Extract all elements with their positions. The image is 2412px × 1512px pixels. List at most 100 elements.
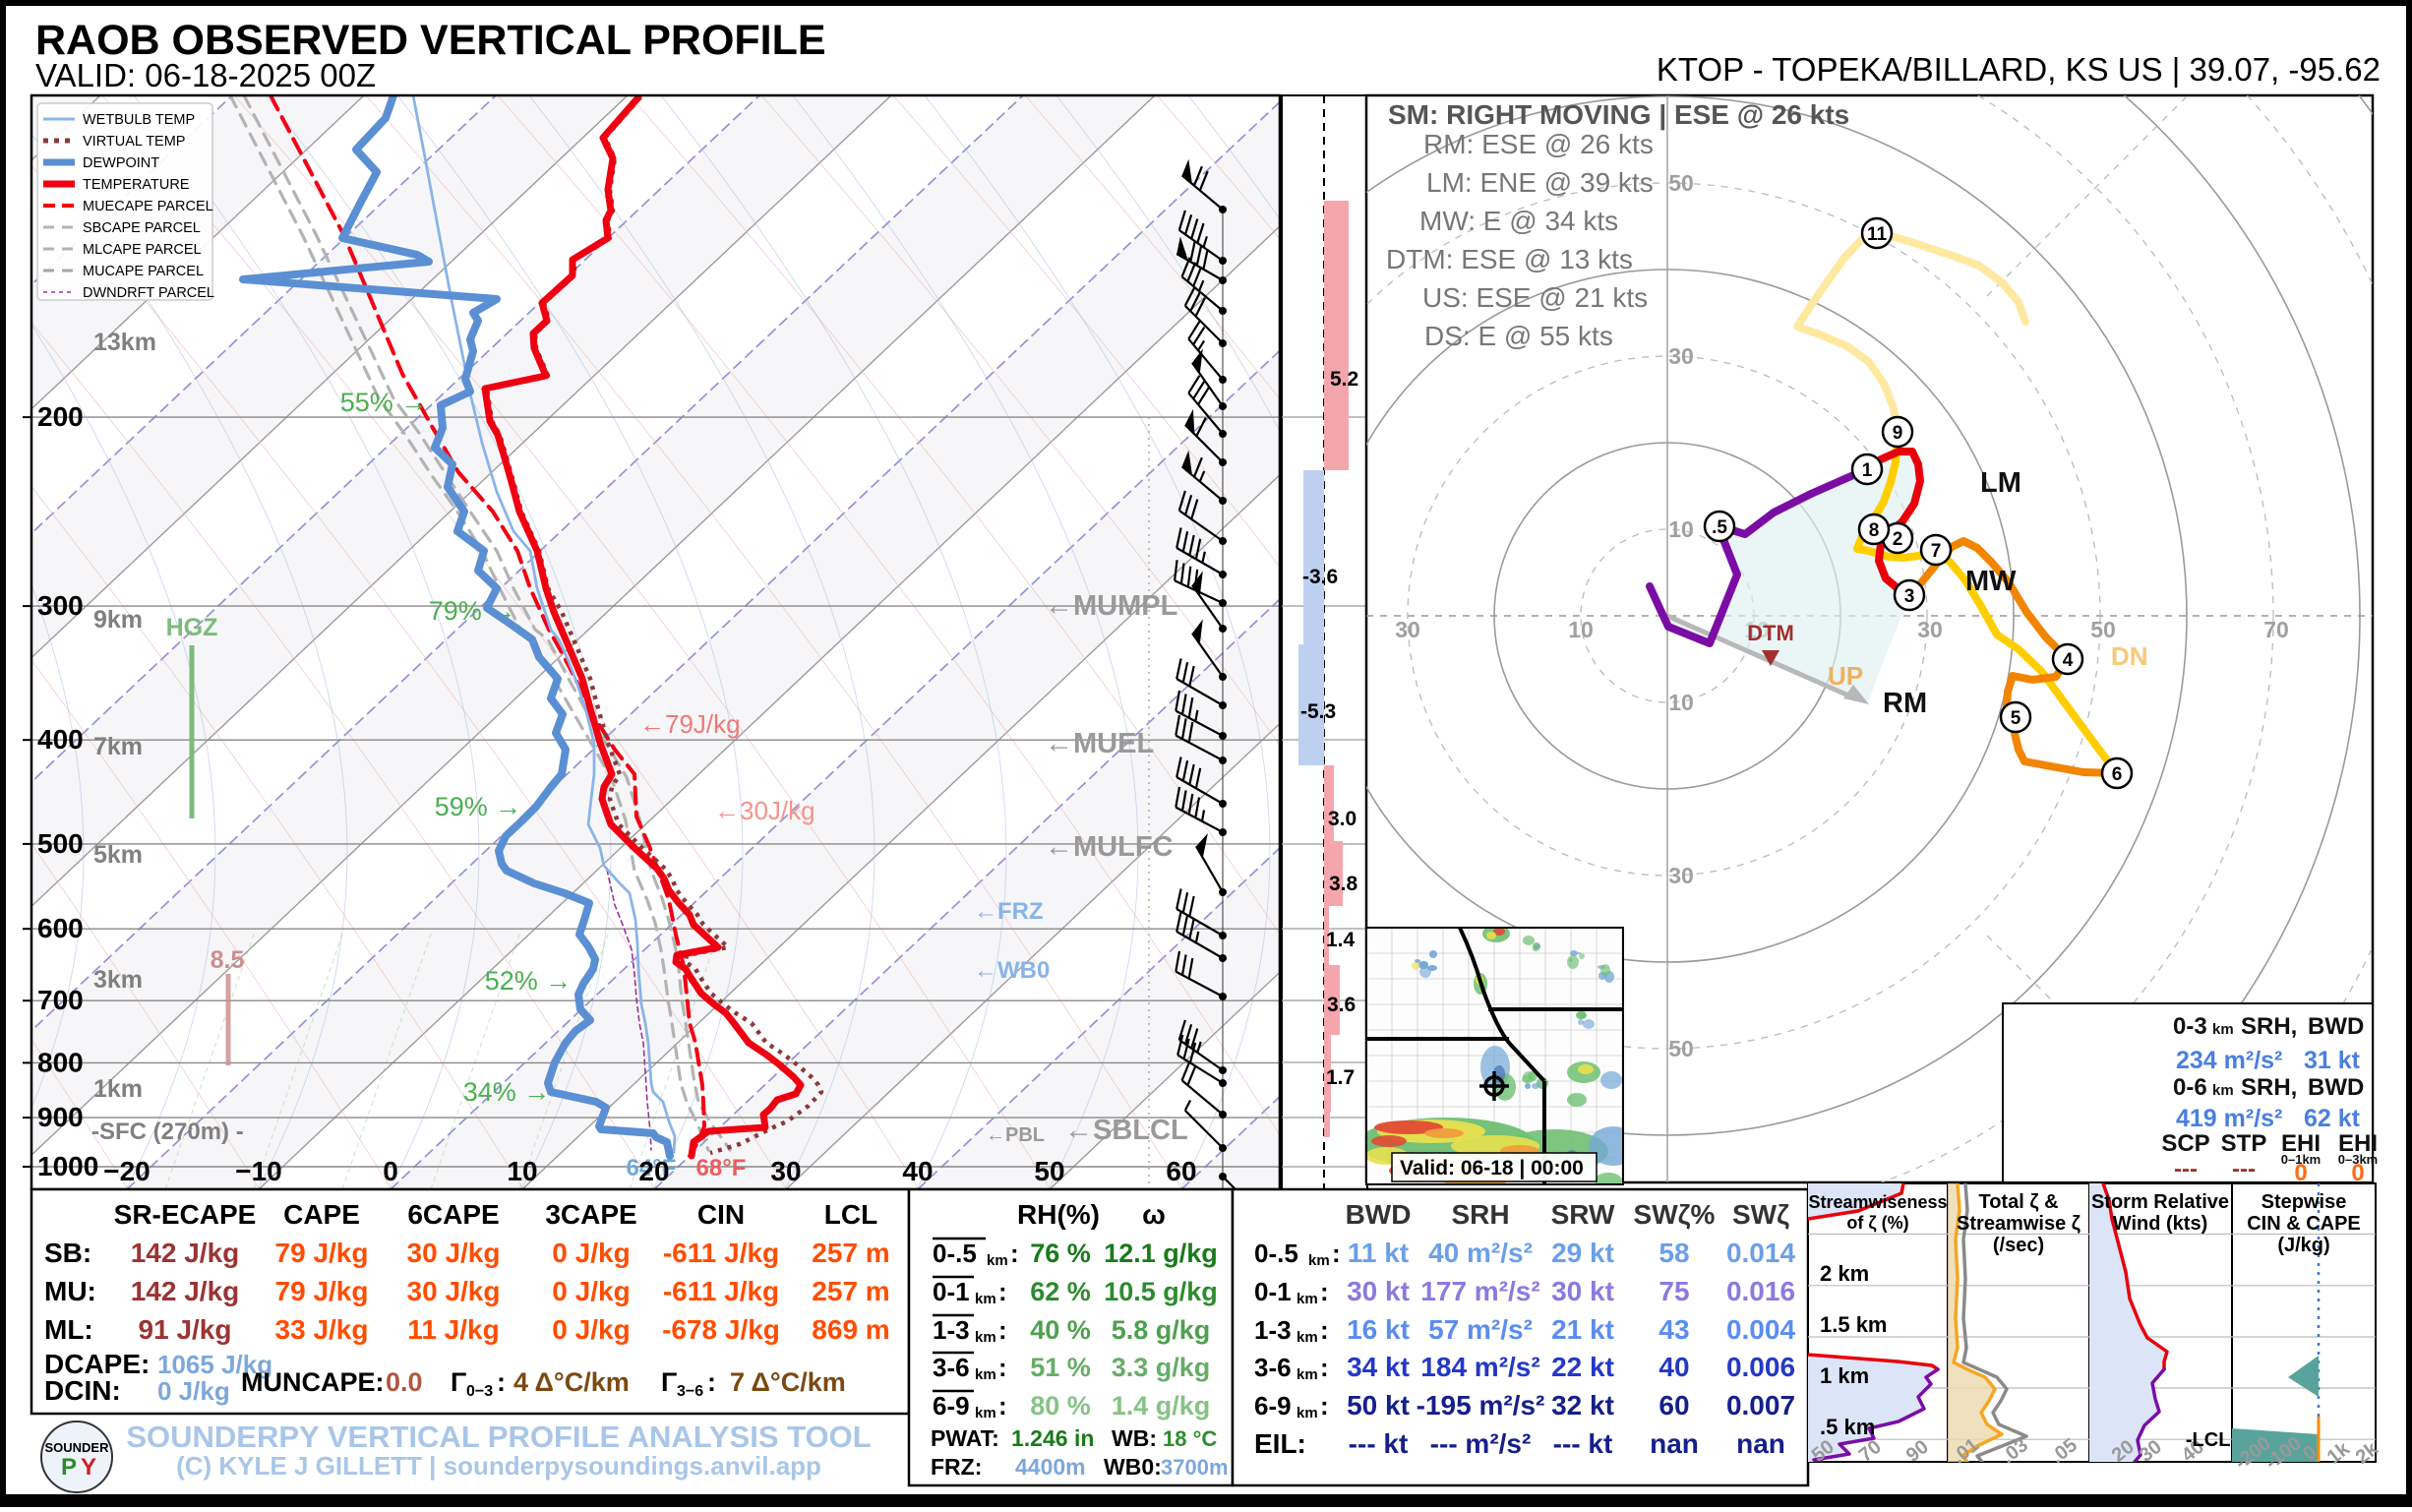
svg-text:-LCL-: -LCL-	[2186, 1429, 2237, 1451]
svg-text:DTM: DTM	[1747, 621, 1794, 645]
svg-text:MLCAPE PARCEL: MLCAPE PARCEL	[83, 242, 202, 258]
svg-text:-611 J/kg: -611 J/kg	[663, 1276, 779, 1306]
svg-text:600: 600	[37, 913, 84, 943]
svg-text::: :	[1320, 1277, 1329, 1306]
svg-text:←MUEL: ←MUEL	[1045, 728, 1154, 759]
svg-text:1.4: 1.4	[1326, 929, 1356, 951]
svg-text:SRH,: SRH,	[2241, 1013, 2297, 1040]
svg-text:0: 0	[2351, 1160, 2364, 1186]
svg-text:Y: Y	[81, 1454, 96, 1481]
svg-text:3−6: 3−6	[677, 1383, 703, 1400]
svg-text:WB:: WB:	[1112, 1425, 1157, 1451]
svg-text:ML:: ML:	[44, 1314, 93, 1345]
svg-text:US: ESE @ 21 kts: US: ESE @ 21 kts	[1422, 282, 1648, 313]
svg-text:CIN & CAPE: CIN & CAPE	[2247, 1213, 2361, 1235]
svg-text:RAOB OBSERVED VERTICAL PROFILE: RAOB OBSERVED VERTICAL PROFILE	[35, 17, 826, 64]
svg-text:6CAPE: 6CAPE	[407, 1199, 499, 1230]
svg-text:(J/kg): (J/kg)	[2277, 1235, 2329, 1256]
svg-text:1000: 1000	[37, 1151, 98, 1181]
svg-text:0.0: 0.0	[386, 1367, 423, 1397]
svg-text:0-1: 0-1	[1254, 1277, 1292, 1306]
svg-text:km: km	[1296, 1291, 1318, 1307]
svg-text:3CAPE: 3CAPE	[545, 1199, 636, 1230]
svg-text:Storm Relative: Storm Relative	[2091, 1191, 2229, 1213]
svg-text:SRH: SRH	[1451, 1199, 1509, 1230]
svg-text:75: 75	[1658, 1276, 1689, 1306]
svg-text:SRW: SRW	[1551, 1199, 1615, 1230]
svg-text:STP: STP	[2221, 1130, 2267, 1157]
svg-text:-SFC (270m) -: -SFC (270m) -	[91, 1119, 244, 1145]
svg-text:Stepwise: Stepwise	[2261, 1191, 2347, 1213]
svg-text:30 kt: 30 kt	[1551, 1276, 1614, 1306]
svg-text:4400m: 4400m	[1015, 1454, 1086, 1480]
svg-text:31 kt: 31 kt	[2304, 1047, 2361, 1074]
svg-text:VIRTUAL TEMP: VIRTUAL TEMP	[83, 134, 185, 150]
svg-text:DS: E @ 55 kts: DS: E @ 55 kts	[1424, 321, 1613, 351]
svg-text:←MUMPL: ←MUMPL	[1045, 590, 1177, 622]
svg-text:0–1km: 0–1km	[2281, 1152, 2321, 1167]
svg-text:0.014: 0.014	[1726, 1238, 1795, 1268]
svg-text:32 kt: 32 kt	[1551, 1390, 1614, 1421]
svg-text:--- kt: --- kt	[1349, 1428, 1409, 1459]
svg-text:6-9: 6-9	[933, 1391, 970, 1421]
svg-text:-5.3: -5.3	[1300, 700, 1336, 723]
svg-text:300: 300	[37, 590, 84, 621]
svg-text:91 J/kg: 91 J/kg	[139, 1314, 232, 1345]
svg-text:---: ---	[2232, 1156, 2256, 1182]
svg-text:3.3 g/kg: 3.3 g/kg	[1112, 1353, 1211, 1382]
svg-text:52% →: 52% →	[485, 966, 573, 996]
svg-text:km: km	[1296, 1366, 1318, 1383]
svg-text:2 km: 2 km	[1820, 1261, 1869, 1286]
svg-text:0.007: 0.007	[1726, 1390, 1795, 1421]
svg-text:3.6: 3.6	[1327, 994, 1356, 1016]
svg-text:DCIN:: DCIN:	[44, 1375, 121, 1406]
svg-text:34 kt: 34 kt	[1347, 1352, 1410, 1382]
svg-text:BWD: BWD	[2308, 1013, 2364, 1040]
svg-text:7km: 7km	[93, 733, 143, 760]
svg-text:40 %: 40 %	[1030, 1315, 1091, 1345]
svg-text:62 %: 62 %	[1030, 1277, 1091, 1306]
svg-text:1-3: 1-3	[1254, 1315, 1292, 1345]
svg-text:30 J/kg: 30 J/kg	[407, 1276, 501, 1306]
svg-text:9km: 9km	[93, 606, 143, 634]
svg-text:SBCAPE PARCEL: SBCAPE PARCEL	[83, 220, 201, 236]
svg-text:km: km	[1296, 1405, 1318, 1421]
svg-text:BWD: BWD	[1346, 1199, 1412, 1230]
svg-text:(C) KYLE J GILLETT | sounderpy: (C) KYLE J GILLETT | sounderpysoundings.…	[176, 1451, 821, 1481]
svg-text:3km: 3km	[93, 966, 143, 994]
svg-text:0: 0	[2294, 1160, 2307, 1186]
svg-text:3700m: 3700m	[1161, 1455, 1229, 1480]
svg-text:WB0:: WB0:	[1104, 1454, 1162, 1480]
svg-text:-3.6: -3.6	[1302, 566, 1338, 588]
svg-text::: :	[998, 1353, 1007, 1382]
svg-text:22 kt: 22 kt	[1551, 1352, 1614, 1382]
svg-text:0–3km: 0–3km	[2338, 1152, 2378, 1167]
svg-text:1km: 1km	[93, 1075, 143, 1103]
svg-text:30: 30	[770, 1156, 801, 1186]
svg-text:LM: LM	[1980, 467, 2021, 499]
svg-text:1-3: 1-3	[933, 1315, 970, 1345]
svg-text:70: 70	[2263, 617, 2289, 642]
svg-text:30: 30	[1917, 617, 1943, 642]
svg-text:50 kt: 50 kt	[1347, 1390, 1410, 1421]
svg-text:80 %: 80 %	[1030, 1391, 1091, 1421]
svg-text::: :	[1320, 1353, 1329, 1382]
svg-text:---: ---	[2174, 1156, 2198, 1182]
svg-text:60: 60	[1658, 1390, 1689, 1421]
svg-text:RH(%): RH(%)	[1017, 1199, 1100, 1230]
svg-text:←30J/kg: ←30J/kg	[714, 796, 815, 825]
svg-text:SM: RIGHT MOVING | ESE @ 26 kt: SM: RIGHT MOVING | ESE @ 26 kts	[1388, 99, 1849, 130]
svg-text:20: 20	[638, 1156, 669, 1186]
svg-text:km: km	[975, 1405, 996, 1421]
svg-text:0: 0	[383, 1156, 398, 1186]
svg-text:21 kt: 21 kt	[1551, 1314, 1614, 1345]
svg-text:1 km: 1 km	[1820, 1363, 1869, 1388]
svg-text:.5 km: .5 km	[1820, 1415, 1875, 1439]
svg-text:(/sec): (/sec)	[1993, 1235, 2044, 1256]
svg-text:79% →: 79% →	[429, 596, 516, 626]
svg-text:30: 30	[1668, 863, 1694, 888]
svg-text:nan: nan	[1650, 1428, 1699, 1459]
svg-text:33 J/kg: 33 J/kg	[275, 1314, 369, 1345]
svg-text:FRZ:: FRZ:	[931, 1454, 982, 1480]
svg-text:MU:: MU:	[44, 1276, 96, 1306]
